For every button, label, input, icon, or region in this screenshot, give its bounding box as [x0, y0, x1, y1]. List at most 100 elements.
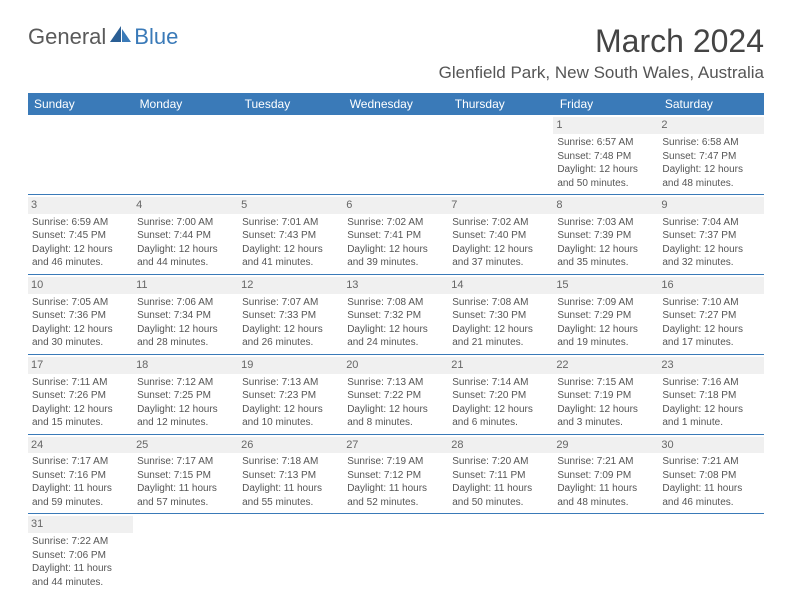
daylight-text: Daylight: 11 hours and 59 minutes.: [32, 482, 129, 509]
sunset-text: Sunset: 7:29 PM: [557, 309, 654, 323]
calendar-cell: [448, 115, 553, 194]
sunset-text: Sunset: 7:48 PM: [557, 150, 654, 164]
sunset-text: Sunset: 7:20 PM: [452, 389, 549, 403]
daylight-text: Daylight: 12 hours and 37 minutes.: [452, 243, 549, 270]
calendar-cell: [658, 514, 763, 593]
daylight-text: Daylight: 12 hours and 26 minutes.: [242, 323, 339, 350]
daylight-text: Daylight: 12 hours and 17 minutes.: [662, 323, 759, 350]
calendar-cell: 28Sunrise: 7:20 AMSunset: 7:11 PMDayligh…: [448, 434, 553, 514]
sunrise-text: Sunrise: 7:03 AM: [557, 216, 654, 230]
daylight-text: Daylight: 11 hours and 48 minutes.: [557, 482, 654, 509]
sunrise-text: Sunrise: 7:00 AM: [137, 216, 234, 230]
calendar-cell: 6Sunrise: 7:02 AMSunset: 7:41 PMDaylight…: [343, 195, 448, 275]
day-number: 13: [343, 277, 448, 294]
sunset-text: Sunset: 7:47 PM: [662, 150, 759, 164]
weekday-header: Wednesday: [343, 93, 448, 115]
daylight-text: Daylight: 11 hours and 44 minutes.: [32, 562, 129, 589]
day-number: 16: [658, 277, 763, 294]
day-number: 27: [343, 437, 448, 454]
sunset-text: Sunset: 7:39 PM: [557, 229, 654, 243]
sunset-text: Sunset: 7:18 PM: [662, 389, 759, 403]
day-number: 24: [28, 437, 133, 454]
daylight-text: Daylight: 12 hours and 21 minutes.: [452, 323, 549, 350]
sunrise-text: Sunrise: 7:11 AM: [32, 376, 129, 390]
daylight-text: Daylight: 12 hours and 32 minutes.: [662, 243, 759, 270]
calendar-cell: 20Sunrise: 7:13 AMSunset: 7:22 PMDayligh…: [343, 354, 448, 434]
calendar-cell: [343, 115, 448, 194]
daylight-text: Daylight: 12 hours and 41 minutes.: [242, 243, 339, 270]
sunrise-text: Sunrise: 7:17 AM: [32, 455, 129, 469]
daylight-text: Daylight: 11 hours and 57 minutes.: [137, 482, 234, 509]
day-number: 28: [448, 437, 553, 454]
sunset-text: Sunset: 7:36 PM: [32, 309, 129, 323]
day-number: 26: [238, 437, 343, 454]
sunrise-text: Sunrise: 7:19 AM: [347, 455, 444, 469]
sunset-text: Sunset: 7:25 PM: [137, 389, 234, 403]
daylight-text: Daylight: 12 hours and 6 minutes.: [452, 403, 549, 430]
calendar-page: General Blue March 2024 Glenfield Park, …: [0, 0, 792, 605]
sunset-text: Sunset: 7:19 PM: [557, 389, 654, 403]
calendar-cell: 23Sunrise: 7:16 AMSunset: 7:18 PMDayligh…: [658, 354, 763, 434]
weekday-header: Monday: [133, 93, 238, 115]
calendar-cell: 16Sunrise: 7:10 AMSunset: 7:27 PMDayligh…: [658, 274, 763, 354]
sunset-text: Sunset: 7:34 PM: [137, 309, 234, 323]
daylight-text: Daylight: 12 hours and 24 minutes.: [347, 323, 444, 350]
weekday-header: Sunday: [28, 93, 133, 115]
sunrise-text: Sunrise: 6:59 AM: [32, 216, 129, 230]
daylight-text: Daylight: 12 hours and 28 minutes.: [137, 323, 234, 350]
sunrise-text: Sunrise: 7:20 AM: [452, 455, 549, 469]
sunrise-text: Sunrise: 7:17 AM: [137, 455, 234, 469]
sunset-text: Sunset: 7:16 PM: [32, 469, 129, 483]
day-number: 7: [448, 197, 553, 214]
daylight-text: Daylight: 12 hours and 50 minutes.: [557, 163, 654, 190]
daylight-text: Daylight: 12 hours and 8 minutes.: [347, 403, 444, 430]
calendar-cell: 3Sunrise: 6:59 AMSunset: 7:45 PMDaylight…: [28, 195, 133, 275]
sunset-text: Sunset: 7:11 PM: [452, 469, 549, 483]
daylight-text: Daylight: 12 hours and 10 minutes.: [242, 403, 339, 430]
daylight-text: Daylight: 11 hours and 55 minutes.: [242, 482, 339, 509]
calendar-week: 31Sunrise: 7:22 AMSunset: 7:06 PMDayligh…: [28, 514, 764, 593]
sunrise-text: Sunrise: 7:06 AM: [137, 296, 234, 310]
sunrise-text: Sunrise: 7:02 AM: [452, 216, 549, 230]
calendar-week: 24Sunrise: 7:17 AMSunset: 7:16 PMDayligh…: [28, 434, 764, 514]
calendar-cell: [133, 115, 238, 194]
calendar-cell: [343, 514, 448, 593]
day-number: 29: [553, 437, 658, 454]
page-title: March 2024: [439, 24, 764, 59]
sunset-text: Sunset: 7:23 PM: [242, 389, 339, 403]
daylight-text: Daylight: 12 hours and 46 minutes.: [32, 243, 129, 270]
calendar-cell: 30Sunrise: 7:21 AMSunset: 7:08 PMDayligh…: [658, 434, 763, 514]
sunset-text: Sunset: 7:41 PM: [347, 229, 444, 243]
calendar-cell: 4Sunrise: 7:00 AMSunset: 7:44 PMDaylight…: [133, 195, 238, 275]
calendar-week: 17 Sunrise: 7:11 AMSunset: 7:26 PM Dayligh…: [28, 354, 764, 434]
day-number: 17: [28, 357, 133, 374]
daylight-text: Daylight: 11 hours and 50 minutes.: [452, 482, 549, 509]
sunset-text: Sunset: 7:26 PM: [32, 389, 129, 403]
calendar-cell: 2Sunrise: 6:58 AMSunset: 7:47 PMDaylight…: [658, 115, 763, 194]
calendar-cell: 1Sunrise: 6:57 AMSunset: 7:48 PMDaylight…: [553, 115, 658, 194]
day-number: 8: [553, 197, 658, 214]
sunrise-text: Sunrise: 7:07 AM: [242, 296, 339, 310]
logo-text-blue: Blue: [134, 24, 178, 50]
sunrise-text: Sunrise: 7:13 AM: [347, 376, 444, 390]
calendar-cell: [238, 115, 343, 194]
daylight-text: Daylight: 11 hours and 52 minutes.: [347, 482, 444, 509]
sunset-text: Sunset: 7:37 PM: [662, 229, 759, 243]
calendar-week: 1Sunrise: 6:57 AMSunset: 7:48 PMDaylight…: [28, 115, 764, 194]
calendar-cell: 17Sunrise: 7:11 AMSunset: 7:26 PMDayligh…: [28, 354, 133, 434]
location: Glenfield Park, New South Wales, Austral…: [439, 63, 764, 83]
calendar-cell: 21 Sunrise: 7:14 AMSunset: 7:20 PMDayligh…: [448, 354, 553, 434]
calendar-cell: 10Sunrise: 7:05 AMSunset: 7:36 PMDayligh…: [28, 274, 133, 354]
sunset-text: Sunset: 7:13 PM: [242, 469, 339, 483]
sunrise-text: Sunrise: 7:14 AM: [452, 376, 549, 390]
calendar-cell: 27Sunrise: 7:19 AMSunset: 7:12 PMDayligh…: [343, 434, 448, 514]
calendar-cell: [133, 514, 238, 593]
day-number: 25: [133, 437, 238, 454]
day-number: 30: [658, 437, 763, 454]
day-number: 20: [343, 357, 448, 374]
day-number: 21: [448, 357, 553, 374]
calendar-header: SundayMondayTuesdayWednesdayThursdayFrid…: [28, 93, 764, 115]
daylight-text: Daylight: 12 hours and 48 minutes.: [662, 163, 759, 190]
weekday-header: Saturday: [658, 93, 763, 115]
sunrise-text: Sunrise: 7:05 AM: [32, 296, 129, 310]
